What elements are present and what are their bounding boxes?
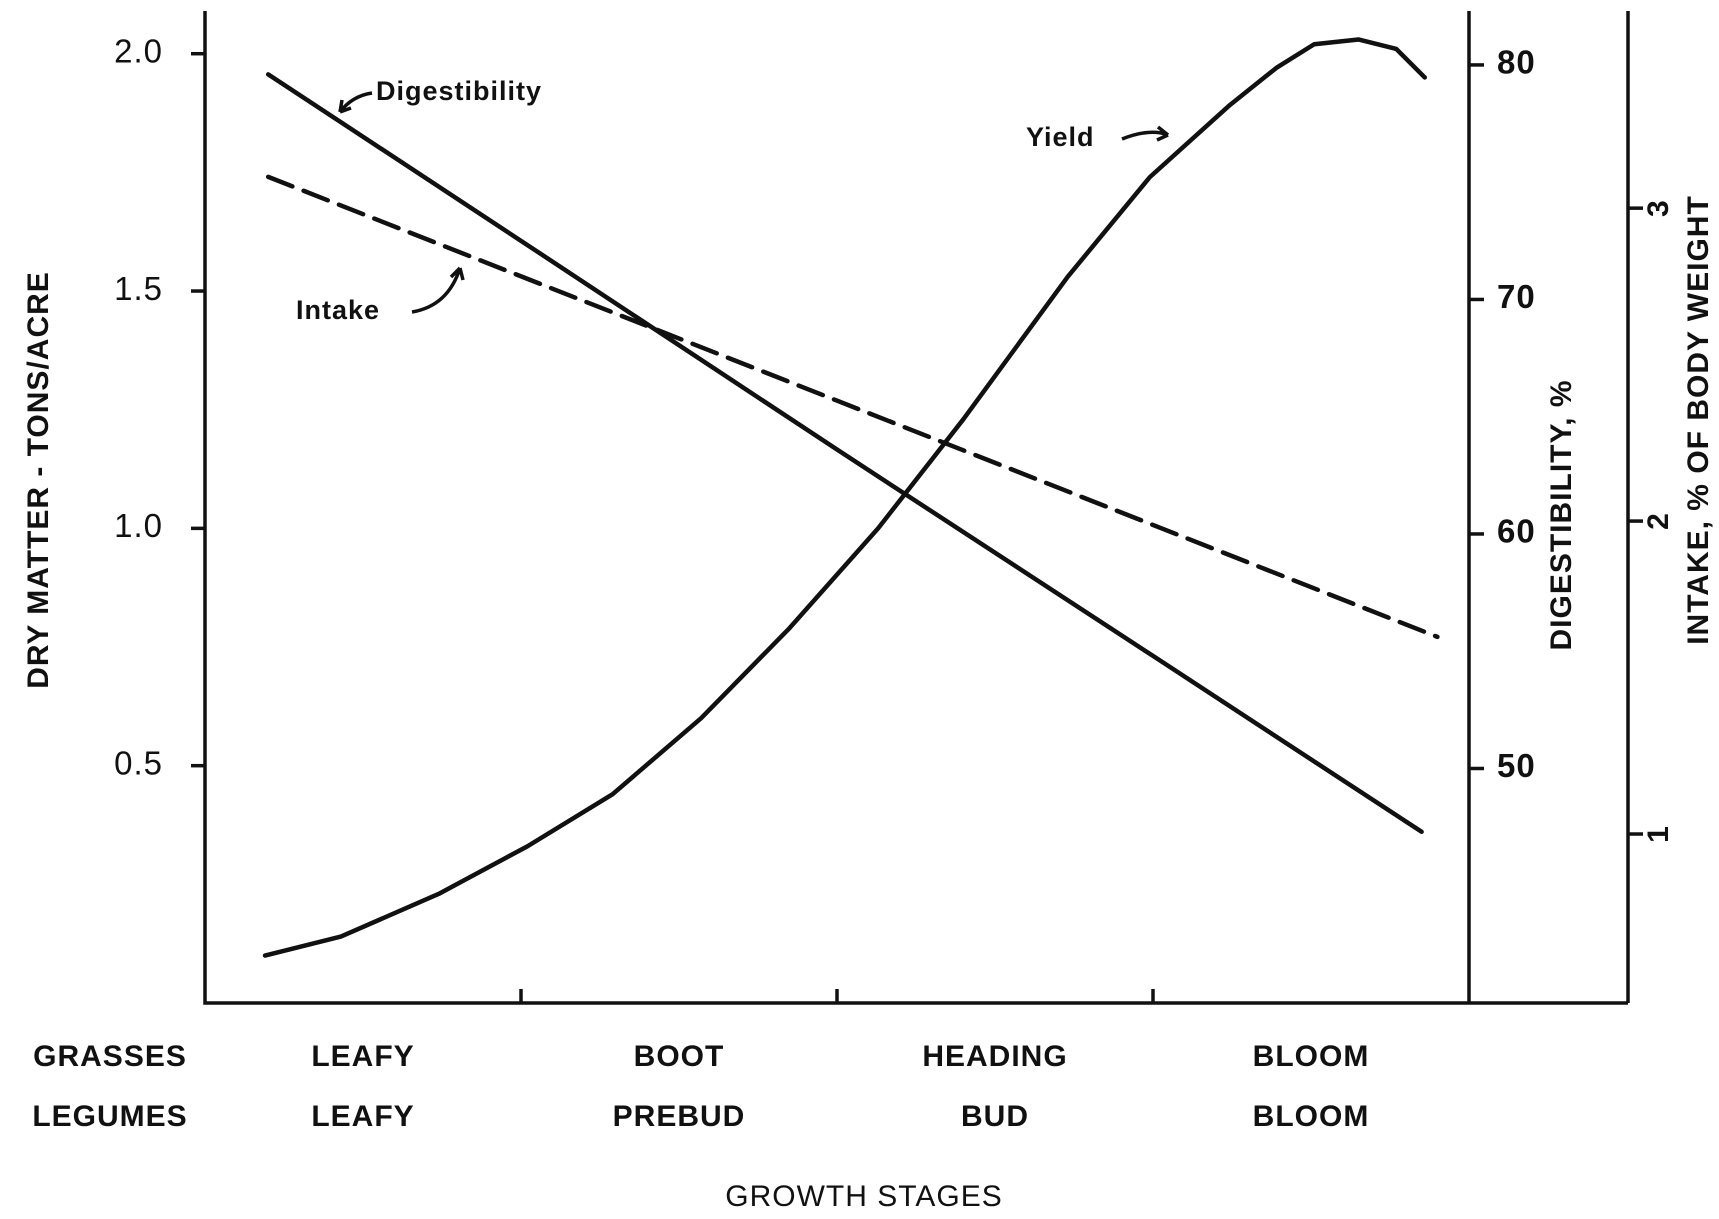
x-tick-label: BOOT	[634, 1040, 725, 1073]
x-axis-title: GROWTH STAGES	[725, 1180, 1002, 1213]
y2-axis-title: DIGESTIBILITY, %	[1545, 379, 1578, 650]
y3-tick-label: 1	[1642, 825, 1675, 843]
x-tick-label: BLOOM	[1253, 1040, 1370, 1073]
axis-line	[205, 11, 1628, 1003]
chart: Digestibility Yield Intake DRY MATTER - …	[0, 0, 1719, 1219]
x-tick-label: BLOOM	[1253, 1100, 1370, 1133]
y2-tick-label: 70	[1497, 278, 1536, 315]
series-line	[268, 74, 1421, 831]
series-line	[268, 177, 1437, 637]
series-line	[265, 39, 1425, 955]
y-tick-label: 2.0	[114, 32, 163, 69]
series-label: Yield	[1026, 122, 1095, 152]
x-tick-label: HEADING	[922, 1040, 1067, 1073]
x-tick-label: LEAFY	[311, 1040, 414, 1073]
series-label: Digestibility	[376, 76, 542, 106]
y-tick-label: 1.5	[114, 270, 163, 307]
y2-tick-label: 50	[1497, 747, 1536, 784]
y2-tick-label: 80	[1497, 44, 1536, 81]
x-tick-label: PREBUD	[613, 1100, 746, 1133]
row-label: GRASSES	[33, 1040, 187, 1073]
x-tick-label: BUD	[961, 1100, 1029, 1133]
y3-tick-label: 3	[1642, 199, 1675, 217]
annotation-arrow	[1122, 127, 1168, 140]
y-tick-label: 0.5	[114, 744, 163, 781]
annotation-arrow	[340, 93, 372, 112]
y3-tick-label: 2	[1642, 512, 1675, 530]
series-label: Intake	[296, 295, 380, 325]
y2-tick-label: 60	[1497, 513, 1536, 550]
y-axis-title: DRY MATTER - TONS/ACRE	[22, 271, 55, 689]
row-label: LEGUMES	[32, 1100, 187, 1133]
y3-axis-title: INTAKE, % OF BODY WEIGHT	[1682, 195, 1715, 645]
annotation-arrow	[412, 268, 463, 312]
x-tick-label: LEAFY	[311, 1100, 414, 1133]
y-tick-label: 1.0	[114, 507, 163, 544]
